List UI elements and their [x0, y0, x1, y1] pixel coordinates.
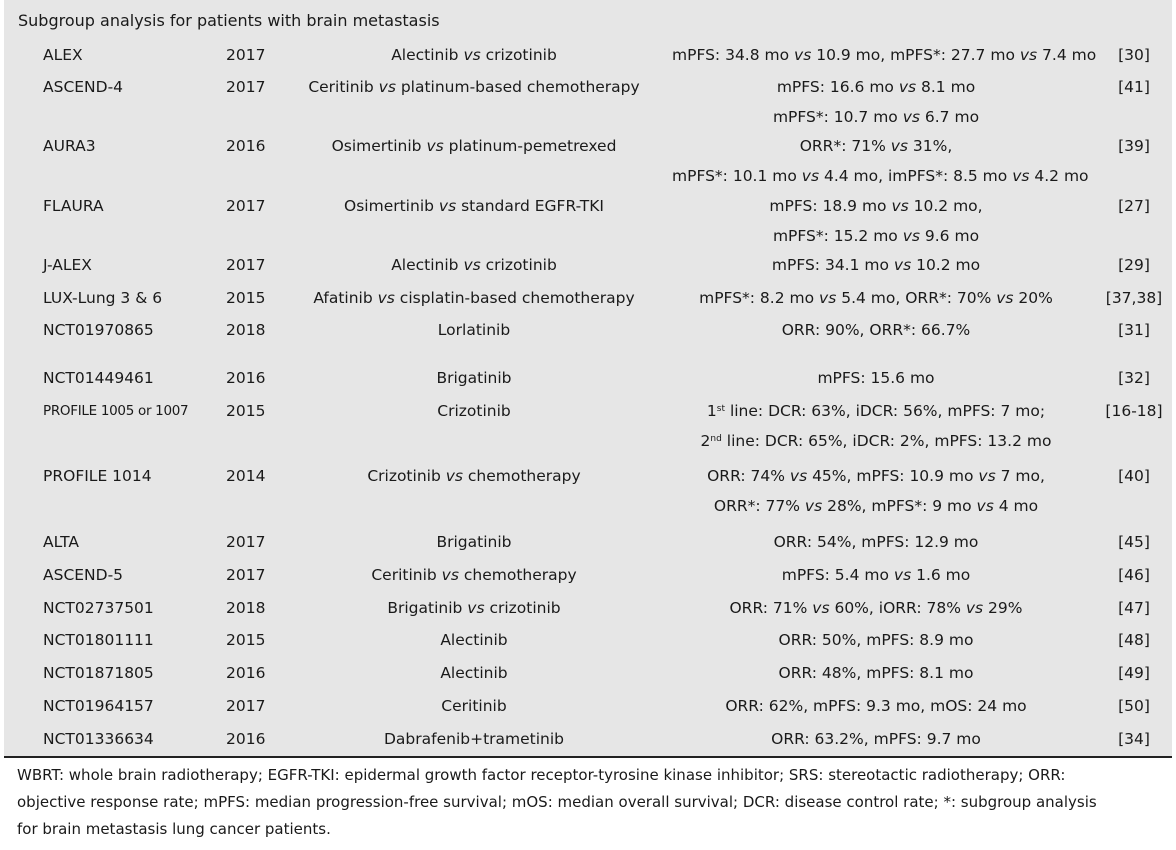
trial-year: 2014 — [226, 467, 266, 485]
reference: [30] — [1118, 46, 1150, 64]
trial-year: 2018 — [226, 321, 266, 339]
trial-name: NCT01871805 — [43, 664, 154, 682]
trial-year: 2016 — [226, 369, 266, 387]
trial-year: 2016 — [226, 730, 266, 748]
trial-year: 2017 — [226, 256, 266, 274]
treatment: Ceritinib vs platinum-based chemotherapy — [308, 78, 640, 96]
reference: [48] — [1118, 631, 1150, 649]
trial-year: 2016 — [226, 137, 266, 155]
treatment: Dabrafenib+trametinib — [383, 730, 565, 748]
outcome-line: mPFS: 34.1 mo vs 10.2 mo — [771, 256, 981, 274]
reference: [39] — [1118, 137, 1150, 155]
footnote-line: for brain metastasis lung cancer patient… — [17, 820, 331, 838]
reference: [27] — [1118, 197, 1150, 215]
trial-year: 2015 — [226, 289, 266, 307]
outcome-line: mPFS: 18.9 mo vs 10.2 mo, — [769, 197, 983, 215]
footnote-line: objective response rate; mPFS: median pr… — [17, 793, 1097, 811]
reference: [45] — [1118, 533, 1150, 551]
trial-year: 2015 — [226, 631, 266, 649]
trial-name: ASCEND-4 — [43, 78, 124, 96]
outcome-line: ORR: 54%, mPFS: 12.9 mo — [773, 533, 979, 551]
outcome-line: ORR: 63.2%, mPFS: 9.7 mo — [771, 730, 981, 748]
trial-name: NCT01801111 — [43, 631, 154, 649]
reference: [37,38] — [1105, 289, 1163, 307]
treatment: Alectinib — [440, 664, 508, 682]
trial-name: NCT01336634 — [43, 730, 154, 748]
outcome-line: mPFS*: 10.7 mo vs 6.7 mo — [772, 108, 980, 126]
table-footnote: WBRT: whole brain radiotherapy; EGFR-TKI… — [17, 762, 1167, 843]
treatment: Osimertinib vs standard EGFR-TKI — [344, 197, 604, 215]
outcome-line: mPFS: 5.4 mo vs 1.6 mo — [781, 566, 971, 584]
reference: [29] — [1118, 256, 1150, 274]
reference: [32] — [1118, 369, 1150, 387]
footnote-line: WBRT: whole brain radiotherapy; EGFR-TKI… — [17, 766, 1066, 784]
outcome-line: mPFS: 15.6 mo — [817, 369, 935, 387]
outcome-line: ORR: 48%, mPFS: 8.1 mo — [778, 664, 974, 682]
trial-name: AURA3 — [43, 137, 96, 155]
outcome-line: ORR: 74% vs 45%, mPFS: 10.9 mo vs 7 mo, — [707, 467, 1045, 485]
treatment: Crizotinib vs chemotherapy — [367, 467, 581, 485]
reference: [50] — [1118, 697, 1150, 715]
trial-year: 2017 — [226, 533, 266, 551]
treatment: Ceritinib vs chemotherapy — [371, 566, 577, 584]
reference: [46] — [1118, 566, 1150, 584]
treatment: Crizotinib — [437, 402, 511, 420]
trial-name: NCT01449461 — [43, 369, 154, 387]
treatment: Osimertinib vs platinum-pemetrexed — [331, 137, 617, 155]
reference: [16-18] — [1105, 402, 1163, 420]
table-bottom-rule — [4, 756, 1172, 758]
trial-name: NCT01970865 — [43, 321, 154, 339]
outcome-line: mPFS*: 8.2 mo vs 5.4 mo, ORR*: 70% vs 20… — [699, 289, 1053, 307]
trial-name: NCT01964157 — [43, 697, 154, 715]
outcome-line: 1st line: DCR: 63%, iDCR: 56%, mPFS: 7 m… — [706, 402, 1046, 420]
outcome-line: ORR*: 77% vs 28%, mPFS*: 9 mo vs 4 mo — [713, 497, 1039, 515]
outcome-line: ORR: 62%, mPFS: 9.3 mo, mOS: 24 mo — [725, 697, 1027, 715]
outcome-line: mPFS*: 10.1 mo vs 4.4 mo, imPFS*: 8.5 mo… — [672, 167, 1089, 185]
trial-year: 2018 — [226, 599, 266, 617]
treatment: Lorlatinib — [437, 321, 511, 339]
reference: [40] — [1118, 467, 1150, 485]
outcome-line: mPFS: 16.6 mo vs 8.1 mo — [776, 78, 976, 96]
outcome-line: ORR: 90%, ORR*: 66.7% — [781, 321, 971, 339]
table-panel: Subgroup analysis for patients with brai… — [4, 0, 1172, 756]
trial-name: LUX-Lung 3 & 6 — [43, 289, 163, 307]
trial-name: ALTA — [43, 533, 79, 551]
outcome-line: mPFS*: 15.2 mo vs 9.6 mo — [772, 227, 980, 245]
trial-name: PROFILE 1005 or 1007 — [43, 403, 189, 419]
treatment: Alectinib vs crizotinib — [391, 46, 557, 64]
reference: [47] — [1118, 599, 1150, 617]
trial-year: 2017 — [226, 46, 266, 64]
trial-year: 2016 — [226, 664, 266, 682]
outcome-line: 2nd line: DCR: 65%, iDCR: 2%, mPFS: 13.2… — [700, 432, 1052, 450]
trial-year: 2017 — [226, 566, 266, 584]
treatment: Brigatinib — [436, 369, 512, 387]
reference: [31] — [1118, 321, 1150, 339]
treatment: Brigatinib — [436, 533, 512, 551]
outcome-line: ORR*: 71% vs 31%, — [799, 137, 953, 155]
trial-name: J-ALEX — [43, 256, 92, 274]
reference: [41] — [1118, 78, 1150, 96]
trial-year: 2017 — [226, 78, 266, 96]
trial-name: FLAURA — [43, 197, 104, 215]
treatment: Alectinib vs crizotinib — [391, 256, 557, 274]
trial-year: 2015 — [226, 402, 266, 420]
trial-name: PROFILE 1014 — [43, 467, 152, 485]
trial-year: 2017 — [226, 697, 266, 715]
reference: [34] — [1118, 730, 1150, 748]
treatment: Brigatinib vs crizotinib — [387, 599, 561, 617]
outcome-line: mPFS: 34.8 mo vs 10.9 mo, mPFS*: 27.7 mo… — [672, 46, 1097, 64]
outcome-line: ORR: 71% vs 60%, iORR: 78% vs 29% — [729, 599, 1023, 617]
trial-name: NCT02737501 — [43, 599, 154, 617]
treatment: Afatinib vs cisplatin-based chemotherapy — [313, 289, 635, 307]
trial-year: 2017 — [226, 197, 266, 215]
treatment: Ceritinib — [441, 697, 507, 715]
treatment: Alectinib — [440, 631, 508, 649]
trial-name: ASCEND-5 — [43, 566, 124, 584]
outcome-line: ORR: 50%, mPFS: 8.9 mo — [778, 631, 974, 649]
trial-name: ALEX — [43, 46, 83, 64]
reference: [49] — [1118, 664, 1150, 682]
section-title: Subgroup analysis for patients with brai… — [18, 11, 440, 30]
